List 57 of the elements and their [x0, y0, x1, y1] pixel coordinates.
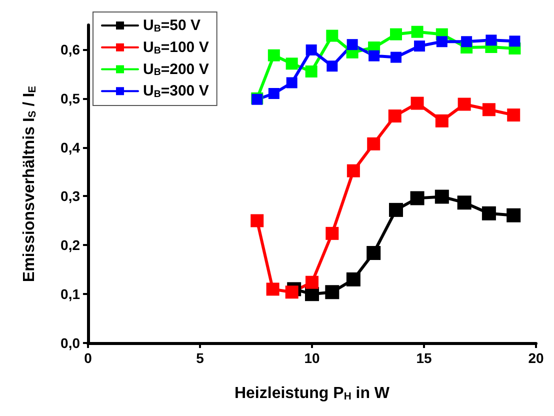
point: [434, 190, 449, 204]
point: [482, 206, 496, 220]
point: [268, 49, 280, 62]
x-tick-label: 5: [196, 350, 204, 366]
point: [325, 285, 340, 300]
x-tick-label: 10: [304, 350, 320, 366]
point: [266, 282, 280, 296]
point: [368, 50, 380, 62]
point: [346, 272, 360, 286]
point: [286, 58, 298, 70]
point: [414, 40, 426, 52]
point: [458, 98, 471, 111]
point: [306, 276, 318, 289]
point: [411, 26, 424, 38]
point: [326, 60, 338, 72]
legend-label: UB=100 V: [143, 38, 209, 56]
point: [436, 36, 448, 48]
point: [390, 52, 402, 63]
y-axis-title: Emissionsverhältnis IS / IE: [20, 86, 38, 282]
legend-label: UB=50 V: [143, 17, 200, 34]
point: [457, 196, 472, 210]
x-tick-label: 0: [84, 350, 92, 366]
point: [268, 88, 280, 99]
point: [435, 114, 448, 128]
legend-label: UB=300 V: [143, 82, 209, 100]
point: [286, 77, 298, 88]
point: [367, 137, 380, 150]
x-tick-label: 15: [416, 350, 432, 366]
point: [461, 36, 472, 48]
y-tick-label: 0,6: [60, 41, 80, 58]
point: [410, 96, 424, 110]
point: [390, 28, 402, 40]
point: [506, 208, 521, 222]
point: [486, 34, 497, 46]
point: [326, 226, 339, 240]
point: [482, 103, 496, 116]
point: [346, 39, 358, 50]
x-tick-label: 20: [528, 350, 544, 366]
y-tick-label: 0,2: [60, 237, 80, 254]
point: [250, 214, 264, 228]
y-tick-label: 0,5: [60, 90, 80, 106]
point: [410, 191, 424, 206]
y-tick-label: 0,0: [60, 335, 80, 351]
point: [366, 246, 381, 260]
point: [509, 36, 520, 47]
point: [388, 109, 402, 122]
legend-label: UB=200 V: [143, 60, 209, 78]
y-tick-label: 0,3: [60, 188, 80, 204]
y-tick-label: 0,1: [60, 286, 80, 302]
y-tick-label: 0,4: [60, 139, 80, 156]
point: [346, 164, 360, 178]
point: [389, 202, 403, 217]
point: [306, 44, 317, 56]
point: [285, 286, 298, 299]
point: [326, 30, 338, 42]
point: [305, 65, 318, 78]
point: [507, 108, 520, 122]
